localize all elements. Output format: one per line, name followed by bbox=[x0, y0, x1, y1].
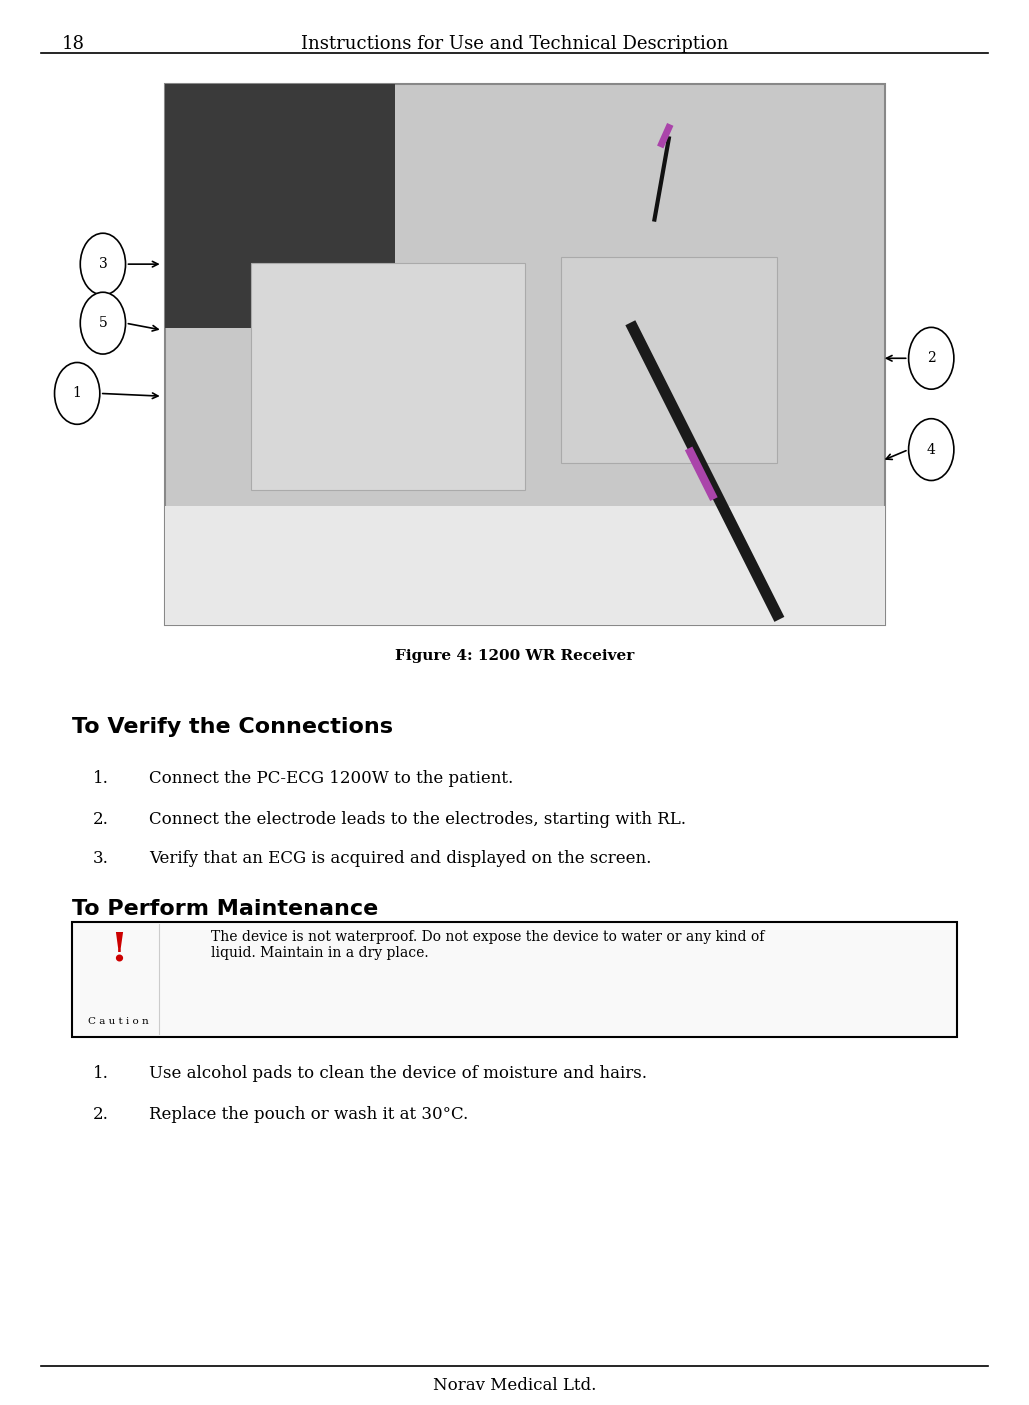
Text: Figure 4: 1200 WR Receiver: Figure 4: 1200 WR Receiver bbox=[395, 649, 634, 663]
Text: 18: 18 bbox=[62, 35, 84, 53]
Text: !: ! bbox=[110, 930, 127, 968]
Text: Replace the pouch or wash it at 30°C.: Replace the pouch or wash it at 30°C. bbox=[149, 1106, 468, 1123]
Text: Connect the PC-ECG 1200W to the patient.: Connect the PC-ECG 1200W to the patient. bbox=[149, 770, 513, 787]
Text: 1: 1 bbox=[73, 386, 81, 400]
Text: 3.: 3. bbox=[93, 850, 108, 867]
Circle shape bbox=[909, 419, 954, 481]
FancyBboxPatch shape bbox=[165, 84, 395, 327]
FancyBboxPatch shape bbox=[251, 263, 525, 490]
Text: 5: 5 bbox=[99, 316, 107, 330]
Text: 1.: 1. bbox=[93, 770, 108, 787]
FancyBboxPatch shape bbox=[561, 257, 777, 462]
Text: 2.: 2. bbox=[93, 811, 108, 828]
Text: Verify that an ECG is acquired and displayed on the screen.: Verify that an ECG is acquired and displ… bbox=[149, 850, 651, 867]
Circle shape bbox=[55, 362, 100, 424]
FancyBboxPatch shape bbox=[165, 84, 885, 625]
Circle shape bbox=[80, 292, 126, 354]
Text: To Verify the Connections: To Verify the Connections bbox=[72, 717, 393, 736]
Circle shape bbox=[909, 327, 954, 389]
Text: Instructions for Use and Technical Description: Instructions for Use and Technical Descr… bbox=[300, 35, 729, 53]
Text: C a u t i o n: C a u t i o n bbox=[87, 1017, 149, 1026]
Text: 2.: 2. bbox=[93, 1106, 108, 1123]
Text: Use alcohol pads to clean the device of moisture and hairs.: Use alcohol pads to clean the device of … bbox=[149, 1065, 647, 1082]
Text: The device is not waterproof. Do not expose the device to water or any kind of
l: The device is not waterproof. Do not exp… bbox=[211, 930, 765, 960]
Text: 3: 3 bbox=[99, 257, 107, 271]
Text: 2: 2 bbox=[927, 351, 935, 365]
Circle shape bbox=[80, 233, 126, 295]
Text: To Perform Maintenance: To Perform Maintenance bbox=[72, 899, 379, 919]
FancyBboxPatch shape bbox=[72, 922, 957, 1037]
Text: Connect the electrode leads to the electrodes, starting with RL.: Connect the electrode leads to the elect… bbox=[149, 811, 686, 828]
Text: Norav Medical Ltd.: Norav Medical Ltd. bbox=[433, 1377, 596, 1394]
Text: 4: 4 bbox=[927, 443, 935, 457]
Text: 1.: 1. bbox=[93, 1065, 108, 1082]
FancyBboxPatch shape bbox=[165, 506, 885, 625]
